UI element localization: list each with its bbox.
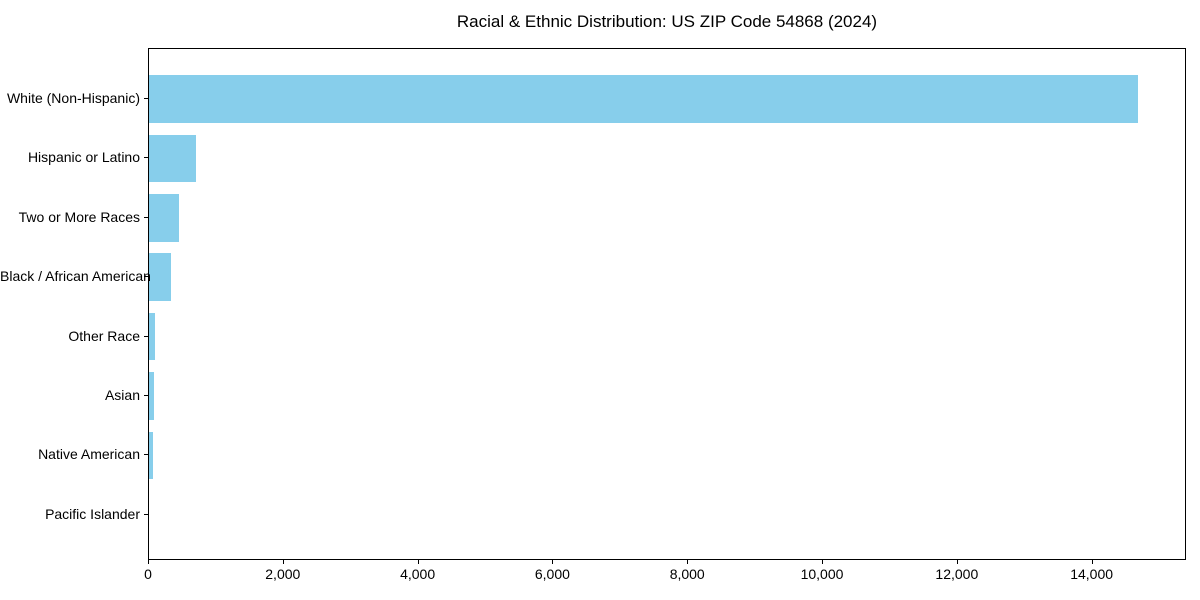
x-tick-mark — [417, 560, 419, 564]
y-tick-label-white-non-hispanic: White (Non-Hispanic) — [6, 90, 140, 106]
y-tick-mark — [144, 276, 148, 278]
x-tick-mark — [687, 560, 689, 564]
y-tick-label-two-or-more-races: Two or More Races — [18, 208, 140, 225]
x-tick-mark — [956, 560, 958, 564]
bar-asian — [149, 372, 155, 420]
y-tick-mark — [144, 157, 148, 159]
bar-other-race — [149, 312, 156, 361]
chart-title: Racial & Ethnic Distribution: US ZIP Cod… — [456, 12, 878, 31]
y-tick-label-hispanic-or-latino: Hispanic or Latino — [27, 149, 140, 166]
bar-native-american — [149, 431, 153, 480]
x-tick-mark — [822, 560, 824, 564]
x-tick-mark — [148, 560, 149, 564]
y-tick-mark — [144, 513, 148, 515]
x-tick-label-6-000: 6,000 — [534, 566, 570, 582]
x-tick-label-8-000: 8,000 — [669, 566, 705, 582]
plot-area — [148, 48, 1186, 560]
y-tick-label-asian: Asian — [104, 387, 140, 403]
x-tick-mark — [1091, 560, 1093, 564]
x-tick-label-12-000: 12,000 — [935, 566, 979, 582]
x-tick-mark — [552, 560, 554, 564]
bar-two-or-more-races — [149, 194, 179, 242]
y-tick-label-pacific-islander: Pacific Islander — [45, 505, 140, 522]
x-tick-label-4-000: 4,000 — [400, 566, 436, 582]
x-tick-label-2-000: 2,000 — [265, 566, 301, 582]
y-tick-label-black-african-american: Black / African American — [0, 268, 151, 285]
y-tick-label-other-race: Other Race — [68, 327, 140, 344]
y-tick-mark — [144, 395, 148, 396]
y-tick-mark — [144, 454, 148, 456]
y-tick-mark — [144, 335, 148, 337]
x-tick-label-14-000: 14,000 — [1070, 566, 1114, 582]
x-tick-label-0: 0 — [144, 566, 152, 582]
y-tick-mark — [144, 98, 148, 99]
bar-black-african-american — [149, 253, 172, 301]
x-tick-label-10-000: 10,000 — [800, 566, 844, 582]
y-tick-label-native-american: Native American — [38, 446, 140, 463]
bar-white-non-hispanic — [149, 75, 1139, 123]
y-tick-mark — [144, 216, 148, 218]
x-tick-mark — [282, 560, 284, 564]
bar-hispanic-or-latino — [149, 134, 196, 183]
